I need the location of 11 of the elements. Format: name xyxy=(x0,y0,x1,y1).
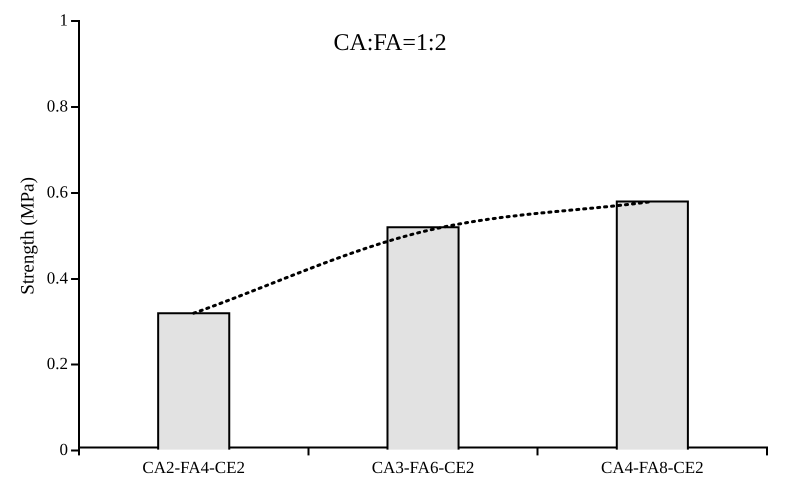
chart-title: CA:FA=1:2 xyxy=(333,30,447,56)
y-axis-title: Strength (MPa) xyxy=(17,177,38,295)
y-tick-label: 0.6 xyxy=(46,182,68,202)
y-tick-label: 0.4 xyxy=(46,268,69,288)
y-tick-label: 0.2 xyxy=(46,354,68,374)
y-tick-label: 1 xyxy=(60,10,68,30)
y-tick-label: 0.8 xyxy=(46,96,68,116)
x-tick-label: CA4-FA8-CE2 xyxy=(601,458,704,478)
x-tick-label: CA2-FA4-CE2 xyxy=(142,458,246,478)
x-tick-label: CA3-FA6-CE2 xyxy=(372,458,474,478)
y-tick-label: 0 xyxy=(60,440,68,460)
